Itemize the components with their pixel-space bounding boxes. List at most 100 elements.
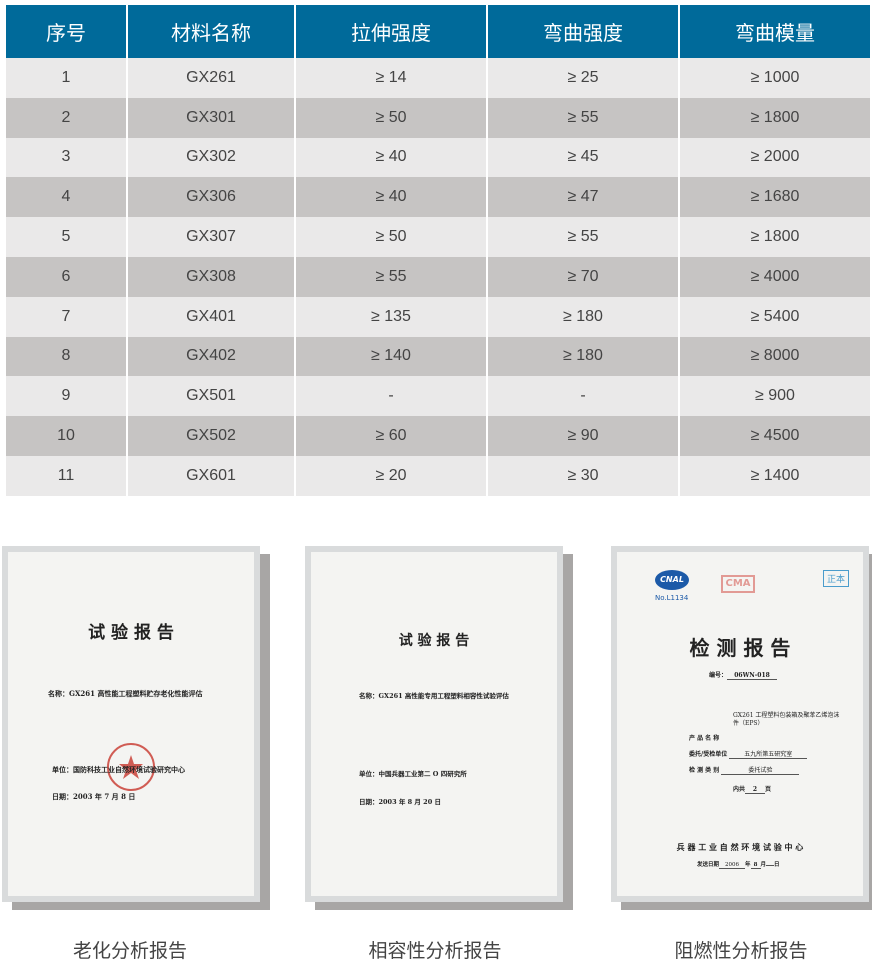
test-center: 兵 器 工 业 自 然 环 境 试 验 中 心 bbox=[676, 842, 804, 852]
cell-flexural-modulus: ≥ 1400 bbox=[678, 455, 872, 496]
cell-index: 10 bbox=[4, 416, 128, 456]
report-unit: 单位：中国兵器工业第二 O 四研究所 bbox=[359, 770, 467, 778]
pages-label: 内共 bbox=[733, 786, 746, 793]
cell-flexural-strength: ≥ 30 bbox=[486, 455, 680, 496]
table-row: 5 GX307 ≥ 50 ≥ 55 ≥ 1800 bbox=[4, 217, 872, 257]
cell-flexural-strength: ≥ 45 bbox=[486, 137, 680, 178]
cell-index: 1 bbox=[4, 58, 128, 98]
cell-index: 4 bbox=[4, 177, 128, 218]
table-row: 1 GX261 ≥ 14 ≥ 25 ≥ 1000 bbox=[4, 58, 872, 98]
cell-material: GX301 bbox=[126, 97, 296, 138]
cell-flexural-modulus: ≥ 8000 bbox=[678, 336, 872, 377]
cell-flexural-strength: ≥ 55 bbox=[486, 97, 680, 138]
issue-year: 2006 bbox=[719, 862, 746, 869]
cell-tensile: ≥ 14 bbox=[294, 58, 488, 98]
cell-material: GX601 bbox=[126, 455, 296, 496]
cell-flexural-strength: ≥ 90 bbox=[486, 416, 680, 456]
issue-label: 发送日期 bbox=[697, 862, 720, 868]
cell-material: GX401 bbox=[126, 296, 296, 337]
cell-flexural-modulus: ≥ 2000 bbox=[678, 137, 872, 178]
cell-tensile: ≥ 40 bbox=[294, 177, 488, 218]
report-date: 日期：2003 年 8 月 20 日 bbox=[359, 798, 441, 806]
cell-index: 8 bbox=[4, 336, 128, 377]
report-title: 检 测 报 告 bbox=[689, 636, 791, 660]
cell-material: GX261 bbox=[126, 58, 296, 98]
cell-material: GX501 bbox=[126, 376, 296, 417]
aging-report-image: 试 验 报 告 名称：GX261 高性能工程塑料贮存老化性能评估 单位：国防科技… bbox=[2, 546, 270, 910]
day-unit: 日 bbox=[774, 862, 780, 868]
test-type: 委托试验 bbox=[721, 765, 800, 775]
cell-tensile: ≥ 50 bbox=[294, 217, 488, 257]
month-unit: 月 bbox=[760, 862, 767, 868]
report-name: 名称：GX261 高性能工程塑料贮存老化性能评估 bbox=[48, 689, 203, 698]
report-title: 试 验 报 告 bbox=[88, 623, 174, 643]
cell-flexural-strength: ≥ 25 bbox=[486, 58, 680, 98]
number-label: 编号： bbox=[709, 672, 728, 679]
cell-flexural-strength: ≥ 55 bbox=[486, 217, 680, 257]
client: 五九所第五研究室 bbox=[729, 749, 808, 759]
header-material: 材料名称 bbox=[126, 5, 296, 58]
table-row: 8 GX402 ≥ 140 ≥ 180 ≥ 8000 bbox=[4, 336, 872, 377]
product-label: 产 品 名 称 bbox=[689, 735, 720, 742]
year-unit: 年 bbox=[745, 862, 751, 868]
caption-aging-report: 老化分析报告 bbox=[72, 940, 187, 962]
table-row: 4 GX306 ≥ 40 ≥ 47 ≥ 1680 bbox=[4, 177, 872, 218]
cell-index: 2 bbox=[4, 97, 128, 138]
cell-material: GX306 bbox=[126, 177, 296, 218]
table-row: 11 GX601 ≥ 20 ≥ 30 ≥ 1400 bbox=[4, 455, 872, 496]
compatibility-report-image: 试 验 报 告 名称：GX261 高性能专用工程塑料相容性试验评估 单位：中国兵… bbox=[305, 546, 573, 910]
header-flexural-modulus: 弯曲模量 bbox=[678, 5, 872, 58]
red-seal-icon bbox=[107, 743, 155, 791]
cell-index: 6 bbox=[4, 256, 128, 297]
cell-flexural-modulus: ≥ 5400 bbox=[678, 296, 872, 337]
cell-flexural-strength: ≥ 180 bbox=[486, 296, 680, 337]
issue-month: 8 bbox=[750, 862, 761, 869]
report-name: 名称：GX261 高性能专用工程塑料相容性试验评估 bbox=[359, 692, 509, 700]
cell-flexural-modulus: ≥ 1680 bbox=[678, 177, 872, 218]
cell-tensile: ≥ 40 bbox=[294, 137, 488, 178]
report-unit: 单位：国防科技工业自然环境试验研究中心 bbox=[52, 765, 185, 774]
header-tensile: 拉伸强度 bbox=[294, 5, 488, 58]
cell-flexural-strength: ≥ 47 bbox=[486, 177, 680, 218]
cell-tensile: ≥ 60 bbox=[294, 416, 488, 456]
pages-unit: 页 bbox=[765, 786, 772, 793]
table-row: 10 GX502 ≥ 60 ≥ 90 ≥ 4500 bbox=[4, 416, 872, 456]
cell-flexural-strength: - bbox=[486, 376, 680, 417]
cell-flexural-strength: ≥ 180 bbox=[486, 336, 680, 377]
client-label: 委托/受检单位 bbox=[689, 751, 728, 758]
cell-tensile: - bbox=[294, 376, 488, 417]
cell-index: 9 bbox=[4, 376, 128, 417]
original-stamp: 正本 bbox=[823, 570, 850, 587]
header-flexural-strength: 弯曲强度 bbox=[486, 5, 680, 58]
table-row: 7 GX401 ≥ 135 ≥ 180 ≥ 5400 bbox=[4, 296, 872, 337]
caption-compatibility-report: 相容性分析报告 bbox=[368, 940, 502, 962]
cell-flexural-modulus: ≥ 4000 bbox=[678, 256, 872, 297]
type-label: 检 测 类 别 bbox=[689, 767, 720, 774]
cell-tensile: ≥ 55 bbox=[294, 256, 488, 297]
cnal-number: No.L1134 bbox=[655, 594, 689, 602]
materials-table: 序号 材料名称 拉伸强度 弯曲强度 弯曲模量 1 GX261 ≥ 14 ≥ 25 ≥ 1… bbox=[4, 5, 872, 496]
cnal-logo: CNAL bbox=[655, 570, 689, 590]
cell-index: 7 bbox=[4, 296, 128, 337]
cell-tensile: ≥ 140 bbox=[294, 336, 488, 377]
table-row: 6 GX308 ≥ 55 ≥ 70 ≥ 4000 bbox=[4, 256, 872, 297]
pages: 2 bbox=[745, 786, 766, 794]
cell-index: 3 bbox=[4, 137, 128, 178]
table-row: 9 GX501- - ≥ 900 bbox=[4, 376, 872, 417]
table-row: 2 GX301 ≥ 50 ≥ 55 ≥ 1800 bbox=[4, 97, 872, 138]
report-date: 日期：2003 年 7 月 8 日 bbox=[52, 792, 136, 801]
cell-material: GX307 bbox=[126, 217, 296, 257]
caption-flame-retardant-report: 阻燃性分析报告 bbox=[674, 940, 808, 962]
cell-flexural-modulus: ≥ 900 bbox=[678, 376, 872, 417]
cell-flexural-modulus: ≥ 1800 bbox=[678, 217, 872, 257]
cell-index: 5 bbox=[4, 217, 128, 257]
cell-flexural-strength: ≥ 70 bbox=[486, 256, 680, 297]
cell-tensile: ≥ 50 bbox=[294, 97, 488, 138]
product-name: GX261 工程塑料包装箱及聚苯乙烯泡沫件（EPS） bbox=[733, 712, 840, 727]
cell-flexural-modulus: ≥ 1000 bbox=[678, 58, 872, 98]
cell-tensile: ≥ 135 bbox=[294, 296, 488, 337]
header-index: 序号 bbox=[4, 5, 128, 58]
cell-material: GX302 bbox=[126, 137, 296, 178]
cma-logo: CMA bbox=[721, 575, 755, 593]
cell-flexural-modulus: ≥ 1800 bbox=[678, 97, 872, 138]
